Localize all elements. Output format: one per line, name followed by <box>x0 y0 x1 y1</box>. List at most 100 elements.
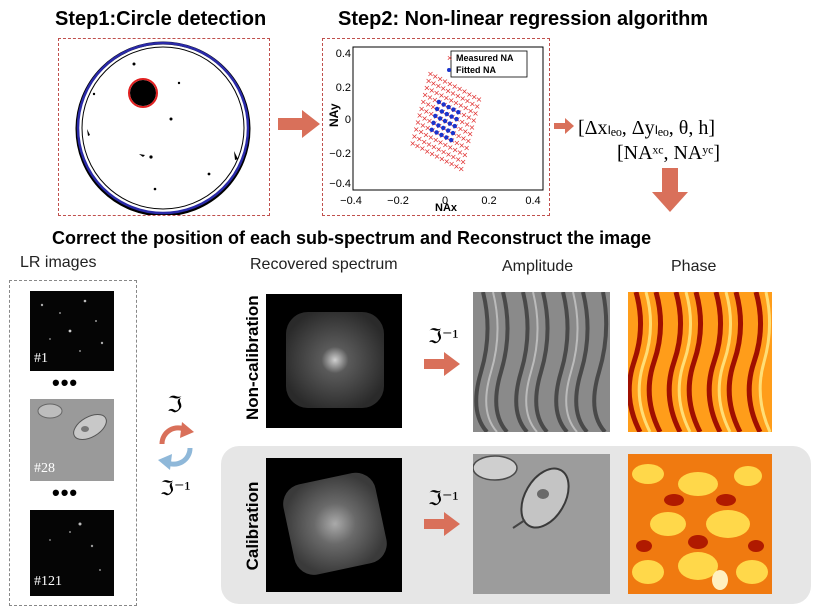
arrow-right-icon <box>424 352 460 376</box>
measured-na-marker: × <box>465 113 472 122</box>
column-header-phase: Phase <box>671 258 717 275</box>
measured-na-marker: × <box>466 90 473 99</box>
fitted-na-marker <box>444 111 449 117</box>
fitted-na-marker <box>434 106 440 112</box>
measured-na-marker: × <box>437 74 444 83</box>
legend-measured: Measured NA <box>456 53 514 63</box>
y-tick-label: 0 <box>345 114 351 126</box>
measured-na-marker: × <box>463 144 470 153</box>
measured-na-marker: × <box>455 132 462 141</box>
measured-na-marker: × <box>476 95 483 104</box>
measured-na-marker: × <box>460 134 467 143</box>
fitted-na-marker <box>441 125 446 131</box>
measured-na-marker: × <box>462 104 469 113</box>
fitted-na-marker <box>449 114 454 119</box>
arrow-right-icon <box>424 512 460 536</box>
step2-panel: × × × × × × × × × × × × × × × × × × × × × × × × × × × × × × × × × × × × × × × ×… <box>322 38 550 216</box>
measured-na-marker: × <box>457 148 464 157</box>
fitted-na-marker <box>439 132 444 138</box>
measured-na-marker: × <box>464 120 471 129</box>
measured-na-marker: × <box>462 127 469 136</box>
lr-image-28: #28 <box>30 399 114 481</box>
arrow-down-icon <box>652 168 688 212</box>
measured-na-marker: × <box>428 86 435 95</box>
y-tick-label: 0.4 <box>336 48 351 60</box>
measured-na-marker: × <box>459 118 466 127</box>
measured-na-marker: × <box>458 101 465 110</box>
measured-na-marker: × <box>409 139 416 148</box>
measured-na-marker: × <box>450 89 457 98</box>
measured-na-marker: × <box>457 125 464 134</box>
measured-na-marker: × <box>442 140 449 149</box>
measured-na-marker: × <box>452 146 459 155</box>
measured-na-marker: × <box>416 111 423 120</box>
x-tick-label: −0.2 <box>387 195 409 207</box>
step2-title: Step2: Non-linear regression algorithm <box>338 8 709 30</box>
measured-na-marker: × <box>471 92 478 101</box>
spectrum-cal <box>266 458 402 592</box>
measured-na-marker: × <box>472 109 479 118</box>
legend-fitted: Fitted NA <box>456 65 496 75</box>
measured-na-marker: × <box>453 99 460 108</box>
x-tick-label: −0.4 <box>340 195 362 207</box>
ellipsis-1: ••• <box>52 370 79 395</box>
y-tick-label: −0.4 <box>329 178 351 190</box>
measured-na-marker: × <box>467 130 474 139</box>
measured-na-marker: × <box>467 106 474 115</box>
measured-na-marker: × <box>442 77 449 86</box>
na-scatter-plot: ××××××××××××××××××××××××××××××××××××××××… <box>327 46 544 214</box>
measured-na-marker: × <box>454 92 461 101</box>
legend-measured-marker: × <box>447 53 452 63</box>
measured-na-marker: × <box>426 116 433 125</box>
x-tick-label: 0 <box>442 195 448 207</box>
measured-na-marker: × <box>445 150 452 159</box>
phase-noncal <box>628 292 772 432</box>
measured-na-marker: × <box>423 107 430 116</box>
y-tick-label: −0.2 <box>329 148 351 160</box>
fitted-na-marker <box>448 137 454 143</box>
inverse-fourier-operator: ℑ⁻¹ <box>160 478 191 500</box>
fitted-na-marker <box>444 135 449 140</box>
fitted-na-marker <box>442 118 448 124</box>
measured-na-marker: × <box>431 142 438 151</box>
measured-na-marker: × <box>429 149 436 158</box>
arrow-right-icon <box>278 110 320 138</box>
x-tick-label: 0.4 <box>525 195 540 207</box>
measured-na-marker: × <box>474 102 481 111</box>
arrow-right-small-icon <box>554 118 574 134</box>
measured-na-marker: × <box>427 133 434 142</box>
measured-na-marker: × <box>443 94 450 103</box>
lr-image-1: #1 <box>30 291 114 371</box>
measured-na-marker: × <box>469 99 476 108</box>
circle-detection-image <box>59 39 269 215</box>
row-label-noncalibration: Non-calibration <box>243 295 262 420</box>
measured-na-marker: × <box>433 88 440 97</box>
measured-na-marker: × <box>456 85 463 94</box>
measured-na-marker: × <box>469 123 476 132</box>
measured-na-marker: × <box>421 114 428 123</box>
measured-na-marker: × <box>453 162 460 171</box>
measured-na-marker: × <box>435 145 442 154</box>
fitted-na-marker <box>431 120 436 126</box>
measured-na-marker: × <box>425 100 432 109</box>
measured-na-marker: × <box>421 137 428 146</box>
measured-na-marker: × <box>438 154 445 163</box>
inverse-fourier-operator-cal: ℑ⁻¹ <box>428 488 459 510</box>
measured-na-marker: × <box>448 160 455 169</box>
measured-na-marker: × <box>455 155 462 164</box>
fitted-na-marker <box>450 130 456 136</box>
measured-na-marker: × <box>416 135 423 144</box>
y-tick-label: 0.2 <box>336 82 351 94</box>
fitted-na-marker <box>434 130 439 135</box>
phase-cal <box>628 454 772 594</box>
lr-header: LR images <box>20 254 97 271</box>
measured-na-marker: × <box>437 138 444 147</box>
measured-na-marker: × <box>420 121 427 130</box>
measured-na-marker: × <box>424 147 431 156</box>
measured-na-marker: × <box>432 135 439 144</box>
lr-label-28: #28 <box>34 461 55 476</box>
measured-na-marker: × <box>420 97 427 106</box>
spectrum-noncal <box>266 294 402 428</box>
measured-na-marker: × <box>464 97 471 106</box>
measured-na-marker: × <box>413 125 420 134</box>
